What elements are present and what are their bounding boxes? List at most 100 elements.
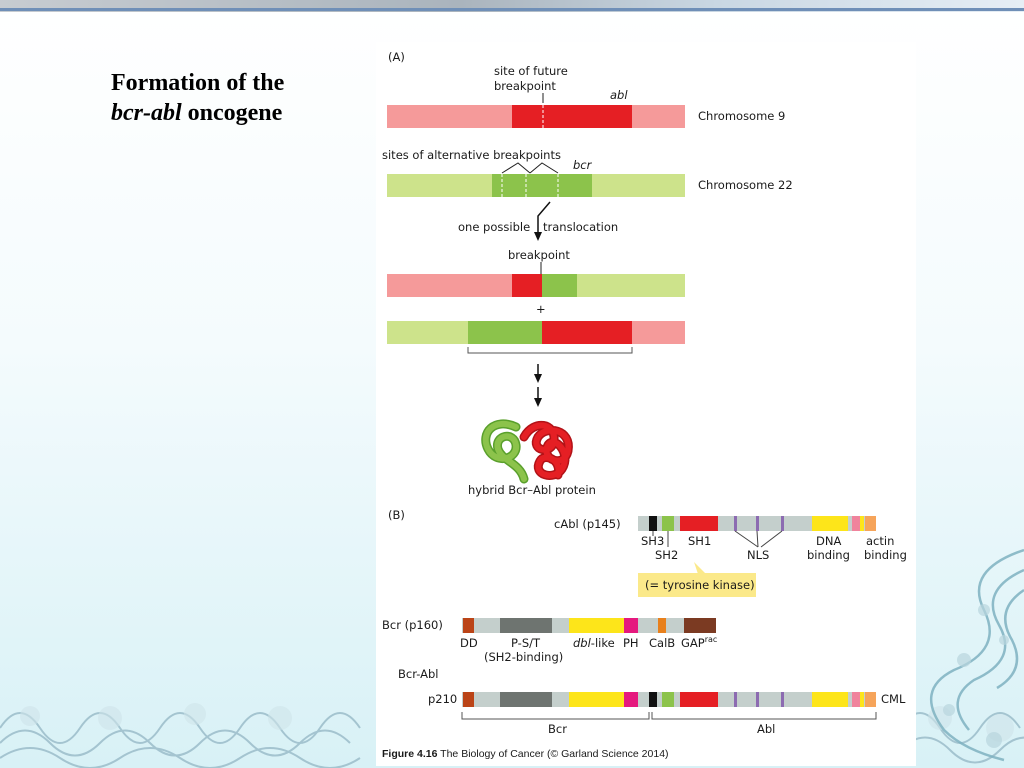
sh1-label: SH1	[688, 534, 711, 548]
cabl-yellow-stripe	[860, 516, 864, 531]
p210-nls-mark-3	[781, 692, 784, 707]
p210-nls-mark-2	[756, 692, 759, 707]
figure-diagram: (A) site of future breakpoint abl Chromo…	[382, 50, 907, 736]
der9-bcr-part	[542, 274, 577, 297]
cabl-nls-mark-1	[734, 516, 737, 531]
figure-panel: (A) site of future breakpoint abl Chromo…	[376, 42, 916, 766]
slide-title: Formation of the bcr-abl oncogene	[111, 68, 351, 128]
cabl-label: cAbl (p145)	[554, 517, 621, 531]
plus-sign: +	[536, 302, 546, 316]
cabl-pink-segment	[852, 516, 860, 531]
cabl-sh1-domain	[680, 516, 718, 531]
future-breakpoint-label-1: site of future	[494, 64, 568, 78]
bcr-protein-bar	[462, 618, 716, 633]
fusion-gene-bracket	[467, 347, 633, 354]
cabl-dna-binding-domain	[812, 516, 848, 531]
chr22-left-segment	[387, 174, 492, 197]
panel-b-label: (B)	[388, 508, 405, 522]
chromosome-9-label: Chromosome 9	[698, 109, 785, 123]
dna-binding-label-1: DNA	[816, 534, 841, 548]
tyrosine-kinase-callout: (= tyrosine kinase)	[638, 562, 756, 597]
callout-pointer	[694, 562, 706, 574]
callout-box	[638, 573, 756, 597]
p210-label: p210	[428, 692, 457, 706]
panel-a-label: (A)	[388, 50, 405, 64]
p210-dna-binding-domain	[812, 692, 848, 707]
p210-nls-mark-1	[734, 692, 737, 707]
rac-superscript: rac	[705, 635, 718, 644]
caption-figure-number: Figure 4.16	[382, 748, 438, 760]
cabl-sh2-domain	[662, 516, 674, 531]
bcr-pst-domain	[500, 618, 552, 633]
derivative-chromosome-9-bar	[387, 274, 685, 297]
p210-cap-segment	[649, 692, 657, 707]
dd-label: DD	[460, 636, 478, 650]
gap-text: GAP	[681, 636, 705, 650]
translocation-label: translocation	[543, 220, 618, 234]
der9-left-segment	[387, 274, 512, 297]
hybrid-protein-label: hybrid Bcr–Abl protein	[468, 483, 596, 497]
expression-arrow-2-head	[534, 398, 542, 407]
nls-pointer-2	[756, 530, 759, 548]
der9-abl-part	[512, 274, 542, 297]
like-suffix: -like	[591, 636, 615, 650]
bcr-dd-domain	[463, 618, 474, 633]
expression-arrow-1-head	[534, 374, 542, 383]
p210-dbl-like-domain	[569, 692, 624, 707]
p210-sh2-domain	[662, 692, 674, 707]
chromosome-22-label: Chromosome 22	[698, 178, 793, 192]
sh3-label: SH3	[641, 534, 664, 548]
alt-breakpoints-pointer-1	[501, 162, 531, 174]
nls-label: NLS	[747, 548, 769, 562]
chromosome-22-bar	[387, 174, 685, 197]
philadelphia-chromosome-bar	[387, 321, 685, 344]
p210-abl-bracket-label: Abl	[757, 722, 775, 736]
p210-pst-domain	[500, 692, 552, 707]
alt-breakpoints-label: sites of alternative breakpoints	[382, 148, 561, 162]
cabl-nls-mark-3	[781, 516, 784, 531]
p210-yellow-stripe	[860, 692, 864, 707]
sh2-binding-label: (SH2-binding)	[484, 650, 563, 664]
bcr-dbl-like-domain	[569, 618, 624, 633]
ph-right-segment	[632, 321, 685, 344]
chr9-right-segment	[632, 105, 685, 128]
chr9-left-segment	[387, 105, 512, 128]
bcr-gap-domain	[684, 618, 716, 633]
p210-abl-bracket	[651, 712, 877, 720]
p210-ph-domain	[624, 692, 638, 707]
chromosome-9-bar	[387, 105, 685, 128]
gap-label: GAPrac	[681, 635, 717, 650]
ph-abl-part	[542, 321, 632, 344]
slide-title-line1: Formation of the	[111, 70, 285, 96]
actin-binding-label-1: actin	[866, 534, 894, 548]
p210-dd-domain	[463, 692, 474, 707]
alt-breakpoints-pointer-2	[529, 162, 559, 174]
future-breakpoint-label-2: breakpoint	[494, 79, 556, 93]
calb-label: CalB	[649, 636, 675, 650]
sh2-label: SH2	[655, 548, 678, 562]
nls-pointer-1	[734, 530, 759, 548]
nls-pointer-3	[760, 530, 783, 548]
p210-sh1-domain	[680, 692, 718, 707]
breakpoint-label: breakpoint	[508, 248, 570, 262]
chr22-right-segment	[592, 174, 685, 197]
caption-source: The Biology of Cancer (© Garland Science…	[437, 748, 669, 760]
der9-right-segment	[577, 274, 685, 297]
ph-bcr-part	[468, 321, 542, 344]
hybrid-protein-illustration	[481, 419, 573, 484]
bcr-protein-fill	[482, 420, 527, 482]
slide-title-rest: oncogene	[181, 100, 283, 126]
actin-binding-label-2: binding	[864, 548, 907, 562]
bcr-abl-label: Bcr-Abl	[398, 667, 438, 681]
one-possible-label: one possible	[458, 220, 530, 234]
figure-caption: Figure 4.16 The Biology of Cancer (© Gar…	[382, 748, 669, 760]
cabl-protein-bar	[638, 516, 876, 531]
bcr-ph-domain	[624, 618, 638, 633]
dbl-like-label: dbl-like	[573, 636, 615, 650]
ph-left-segment	[387, 321, 468, 344]
p210-actin-binding-domain	[865, 692, 876, 707]
translocation-arrow-line	[537, 201, 551, 236]
bcr-gene-label: bcr	[573, 158, 593, 172]
p210-protein-bar	[462, 692, 876, 707]
cml-label: CML	[881, 692, 906, 706]
